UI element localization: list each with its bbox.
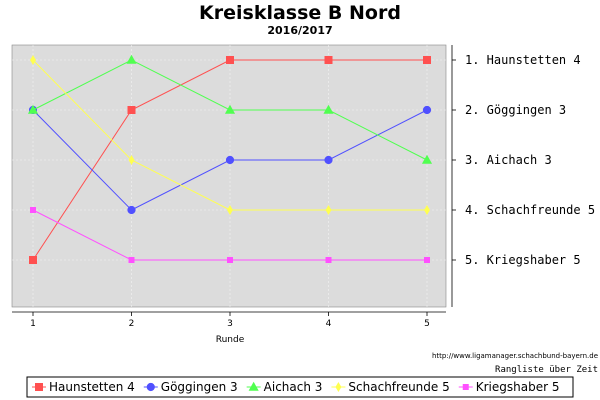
legend-label: Kriegshaber 5 xyxy=(476,380,560,394)
data-point xyxy=(225,155,235,165)
x-tick-label: 1 xyxy=(30,319,36,329)
legend-swatch-marker xyxy=(335,382,342,392)
legend-item: Schachfreunde 5 xyxy=(331,380,450,394)
x-axis-label: Runde xyxy=(216,335,245,345)
legend-item: Göggingen 3 xyxy=(143,380,238,394)
data-point xyxy=(127,205,136,215)
series-haunstetten-4 xyxy=(29,56,431,264)
data-point xyxy=(30,55,36,65)
data-point xyxy=(30,207,36,213)
data-point xyxy=(227,205,233,215)
legend: Haunstetten 4 Göggingen 3 Aichach 3 Schachf… xyxy=(32,380,559,394)
data-point xyxy=(323,104,334,114)
rank-label: 2. Göggingen 3 xyxy=(465,103,566,117)
rank-labels: 1. Haunstetten 4 2. Göggingen 3 3. Aichach… xyxy=(452,53,595,267)
rank-label: 5. Kriegshaber 5 xyxy=(465,253,581,267)
legend-label: Haunstetten 4 xyxy=(49,380,135,394)
legend-item: Aichach 3 xyxy=(246,380,323,394)
rank-label: 4. Schachfreunde 5 xyxy=(465,203,595,217)
series-schachfreunde-5 xyxy=(30,55,430,215)
data-point xyxy=(128,257,135,263)
chart-subtitle: 2016/2017 xyxy=(267,24,332,37)
data-point xyxy=(224,104,236,114)
series-kriegshaber-5 xyxy=(30,207,430,263)
legend-swatch-marker xyxy=(462,384,469,390)
data-point xyxy=(424,205,430,215)
data-point xyxy=(127,106,136,114)
data-point xyxy=(325,205,332,215)
data-point xyxy=(424,257,430,263)
plot-area xyxy=(11,44,447,308)
legend-swatch-marker xyxy=(248,381,259,391)
data-point xyxy=(128,155,135,165)
legend-label: Schachfreunde 5 xyxy=(348,380,449,394)
x-tick-label: 5 xyxy=(424,319,430,329)
x-tick-label: 3 xyxy=(227,319,233,329)
series-aichach-3 xyxy=(27,54,433,164)
data-point xyxy=(421,154,433,164)
rank-label: 3. Aichach 3 xyxy=(465,153,552,167)
data-point xyxy=(126,54,137,64)
x-axis-ticks: 1 2 3 4 5 xyxy=(12,311,446,329)
source-url: http://www.ligamanager.schachbund-bayern… xyxy=(432,352,598,360)
series-lines xyxy=(27,54,433,264)
x-tick-label: 2 xyxy=(129,319,135,329)
legend-item: Haunstetten 4 xyxy=(32,380,135,394)
data-point xyxy=(324,155,333,165)
data-point xyxy=(27,104,39,114)
data-point xyxy=(29,256,37,264)
data-point xyxy=(423,56,431,64)
data-point xyxy=(325,257,332,263)
data-point xyxy=(227,257,233,263)
data-point xyxy=(422,105,432,115)
legend-label: Aichach 3 xyxy=(264,380,323,394)
data-point xyxy=(226,56,234,64)
rank-label: 1. Haunstetten 4 xyxy=(465,53,581,67)
legend-label: Göggingen 3 xyxy=(161,380,238,394)
legend-item: Kriegshaber 5 xyxy=(458,380,560,394)
legend-swatch-marker xyxy=(146,382,155,392)
data-point xyxy=(324,56,333,64)
x-tick-label: 4 xyxy=(326,319,332,329)
chart-note: Rangliste über Zeit xyxy=(495,365,598,375)
legend-swatch-marker xyxy=(35,383,43,391)
chart-title: Kreisklasse B Nord xyxy=(199,2,401,24)
legend-box xyxy=(26,376,574,398)
